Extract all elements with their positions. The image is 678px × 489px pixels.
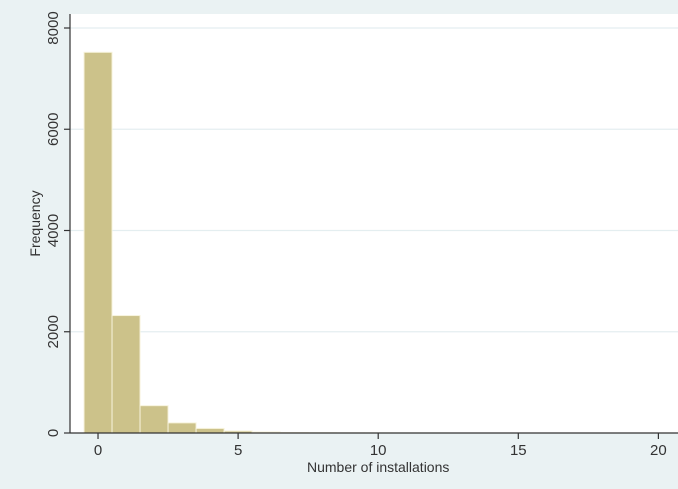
x-tick-label: 5 [234, 442, 242, 459]
x-tick-label: 10 [370, 442, 387, 459]
y-tick-label: 8000 [45, 11, 62, 44]
x-axis-title: Number of installations [307, 459, 449, 475]
histogram-bar [167, 422, 197, 434]
gridlines [70, 27, 678, 333]
histogram-bar [195, 427, 225, 434]
histogram-bar [139, 405, 169, 434]
histogram-bar [111, 315, 141, 434]
x-tick-label: 0 [94, 442, 102, 459]
plot-area [70, 14, 678, 433]
axes [69, 14, 678, 434]
y-tick-label: 0 [45, 429, 62, 437]
y-tick-label: 4000 [45, 214, 62, 247]
x-tick-label: 15 [510, 442, 527, 459]
histogram-bar [83, 51, 113, 434]
x-ticks: 0 5 10 15 20 [94, 433, 667, 459]
y-tick-label: 6000 [45, 113, 62, 146]
y-tick-label: 2000 [45, 315, 62, 348]
x-tick-label: 20 [650, 442, 667, 459]
y-axis-title: Frequency [27, 190, 43, 256]
y-ticks: 0 2000 4000 6000 8000 [45, 11, 70, 437]
